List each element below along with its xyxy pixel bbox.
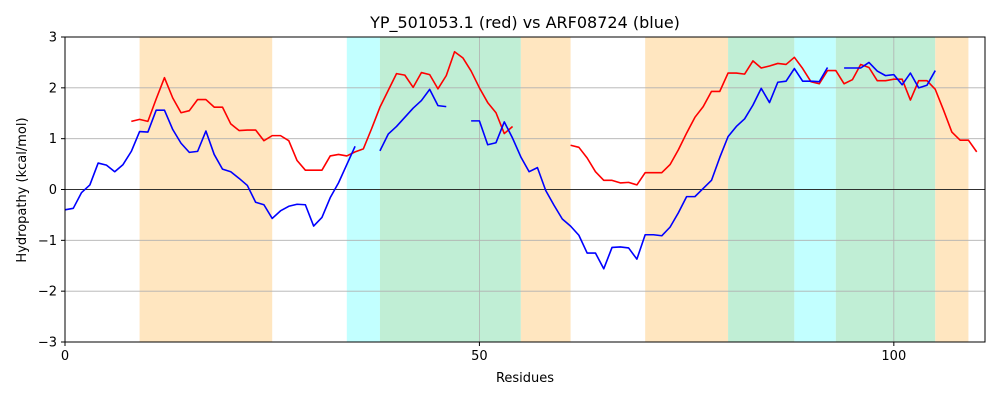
- x-tick-label: 50: [471, 349, 488, 364]
- chart-title: YP_501053.1 (red) vs ARF08724 (blue): [369, 13, 680, 33]
- plot-area: 0 50 100 −3 −2 −1 0 1 2 3: [38, 31, 986, 364]
- y-tick-label: 0: [49, 183, 57, 198]
- x-tick-label: 0: [61, 349, 69, 364]
- blue-series-line: [471, 67, 829, 270]
- blue-series-line: [379, 88, 447, 152]
- x-axis-label: Residues: [496, 371, 554, 386]
- y-tick-label: 2: [49, 81, 57, 96]
- y-tick-label: −2: [38, 285, 57, 300]
- red-series-line: [131, 50, 514, 171]
- y-tick-label: −3: [38, 336, 57, 351]
- y-tick-label: −1: [38, 234, 57, 249]
- x-tick-label: 100: [881, 349, 906, 364]
- y-axis-label: Hydropathy (kcal/mol): [15, 117, 30, 262]
- y-tick-label: 3: [49, 31, 57, 46]
- blue-series-line: [64, 109, 356, 227]
- red-series-line: [570, 56, 978, 186]
- blue-series-line: [844, 61, 936, 89]
- y-tick-label: 1: [49, 132, 57, 147]
